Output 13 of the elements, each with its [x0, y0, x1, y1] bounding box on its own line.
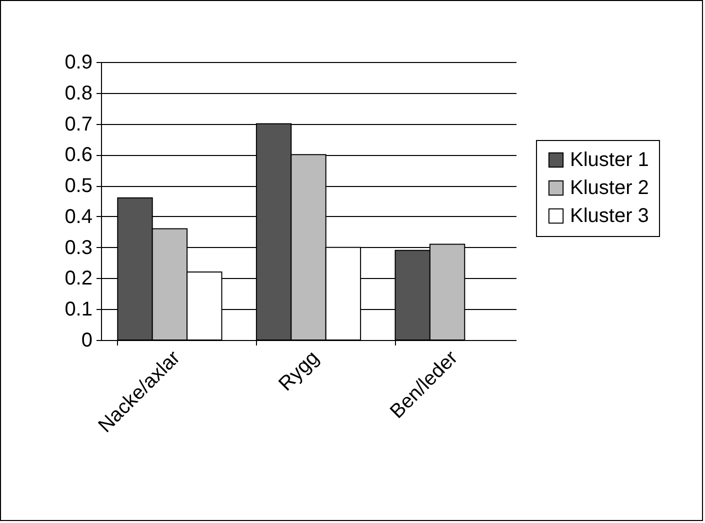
y-tick-label: 0.6 — [64, 144, 92, 166]
y-tick-label: 0.5 — [64, 175, 92, 198]
y-tick-label: 0.4 — [64, 206, 92, 228]
y-tick-label: 0.1 — [64, 298, 92, 321]
y-tick-label: 0.3 — [64, 236, 92, 259]
y-tick-label: 0.2 — [64, 268, 92, 290]
legend-label: Kluster 3 — [570, 205, 649, 227]
legend-label: Kluster 1 — [570, 149, 649, 171]
legend-label: Kluster 2 — [570, 177, 649, 199]
y-tick-label: 0 — [81, 330, 92, 352]
y-tick-label: 0.8 — [64, 82, 92, 104]
y-tick-label: 0.9 — [64, 52, 92, 74]
y-tick-label: 0.7 — [64, 113, 92, 136]
